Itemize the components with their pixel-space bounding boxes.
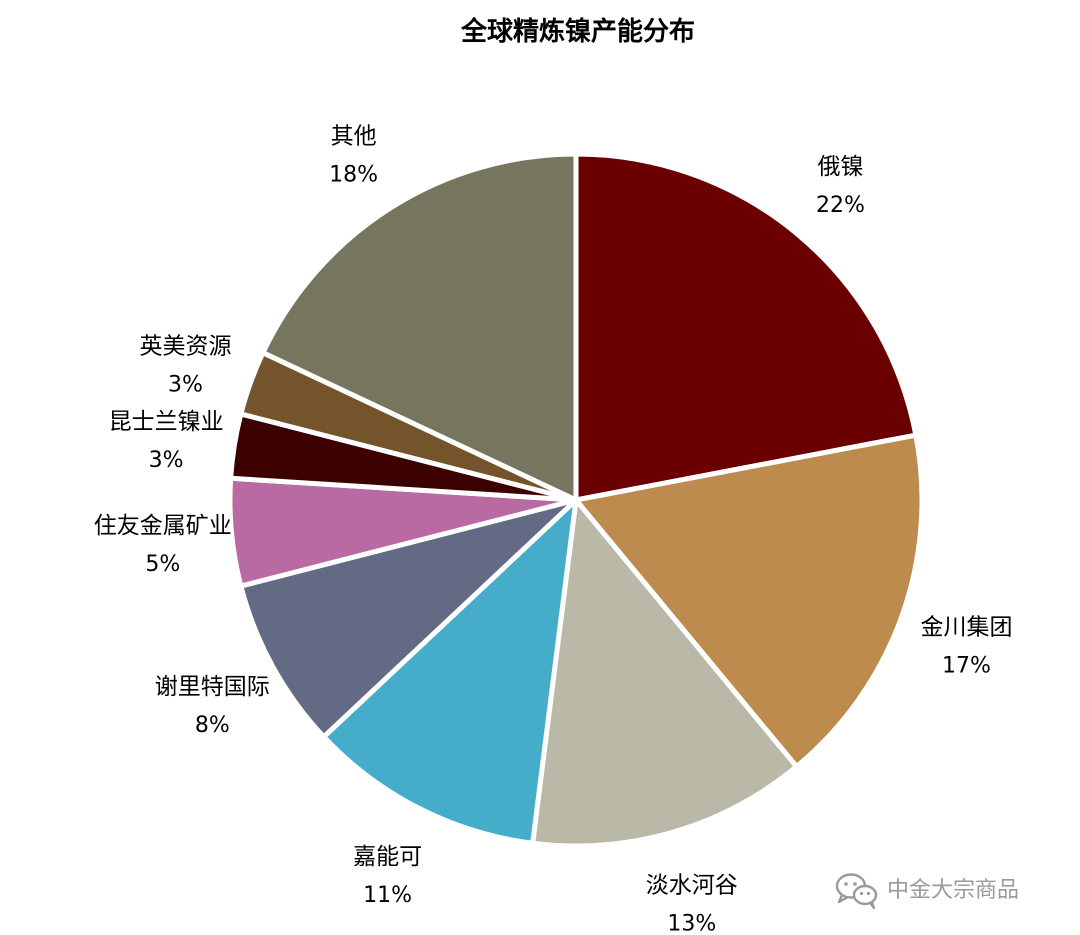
pie-slice <box>238 497 579 740</box>
slice-name-label: 其他 <box>331 124 377 150</box>
slice-percent-label: 17% <box>942 654 991 679</box>
chart-title: 全球精炼镍产能分布 <box>460 16 695 47</box>
slice-percent-label: 5% <box>145 552 180 577</box>
slice-labels: 俄镍 22% 金川集团 17% 淡水河谷 13% 嘉能可 11% 谢里特国际 8% 住友金属矿业 5%… <box>94 124 1013 935</box>
slice-name-label: 英美资源 <box>140 333 232 359</box>
slice-name-label: 谢里特国际 <box>155 674 270 700</box>
slice-name-label: 昆士兰镍业 <box>109 409 224 435</box>
slice-name-label: 金川集团 <box>921 615 1013 641</box>
watermark-text: 中金大宗商品 <box>887 878 1019 903</box>
pie-slice <box>260 151 579 503</box>
slice-percent-label: 18% <box>329 163 378 188</box>
pie-slices <box>227 151 925 849</box>
pie-slice <box>573 432 925 770</box>
slice-percent-label: 11% <box>363 883 412 908</box>
slice-name-label: 住友金属矿业 <box>94 513 232 539</box>
slice-percent-label: 22% <box>816 193 865 218</box>
slice-percent-label: 8% <box>195 713 230 738</box>
slice-name-label: 俄镍 <box>818 154 864 180</box>
watermark: 中金大宗商品 <box>835 873 1019 910</box>
pie-slice <box>321 497 579 846</box>
slice-name-label: 淡水河谷 <box>646 873 738 899</box>
wechat-icon <box>835 873 878 910</box>
pie-slice <box>530 497 800 849</box>
slice-percent-label: 3% <box>149 448 184 473</box>
slice-percent-label: 3% <box>168 372 203 397</box>
slice-name-label: 嘉能可 <box>353 844 422 870</box>
pie-slice <box>573 151 919 503</box>
slice-percent-label: 13% <box>667 912 716 935</box>
